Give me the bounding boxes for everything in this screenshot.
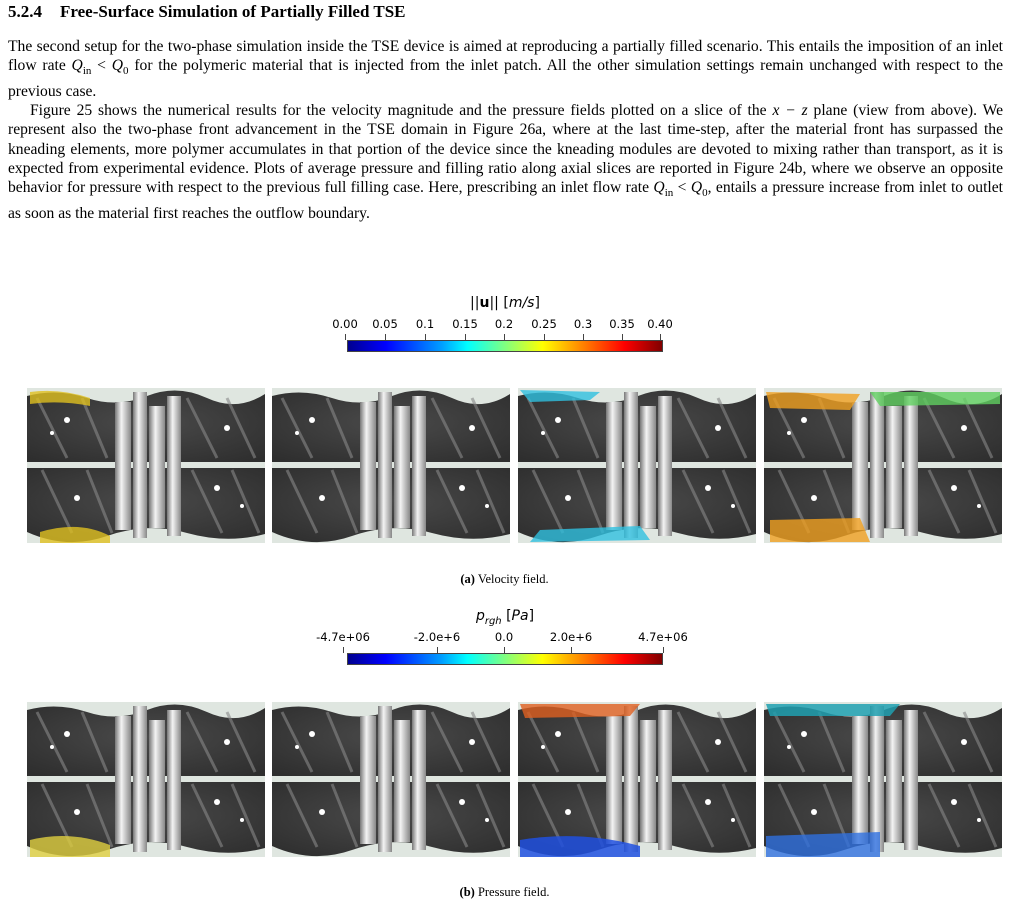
pressure-panels bbox=[25, 700, 1004, 859]
math-symbol: Q bbox=[71, 57, 83, 75]
colorbar-tick bbox=[504, 334, 505, 340]
colorbar-tick bbox=[345, 334, 346, 340]
body-text: The second setup for the two-phase simul… bbox=[8, 37, 1003, 223]
colorbar-tick bbox=[583, 334, 584, 340]
colorbar-tick bbox=[425, 334, 426, 340]
title-part: ] bbox=[528, 608, 535, 624]
colorbar-tick bbox=[343, 647, 344, 653]
colorbar-label: 0.3 bbox=[573, 317, 593, 331]
colorbar-tick bbox=[622, 334, 623, 340]
text-run: The second setup for the two-phase simul… bbox=[8, 38, 1003, 75]
text-run: , entails a pressure increase from inlet… bbox=[8, 179, 1004, 222]
math: Q0 bbox=[111, 57, 129, 78]
colorbar-label: 0.0 bbox=[494, 630, 514, 644]
simulation-image bbox=[516, 700, 758, 859]
caption-label: (b) bbox=[459, 885, 475, 899]
text-run: for the polymeric material that is injec… bbox=[8, 57, 1003, 100]
title-part: u bbox=[479, 295, 490, 311]
math-subscript: in bbox=[664, 187, 674, 200]
math-subscript: in bbox=[82, 65, 92, 78]
colorbar-tick bbox=[663, 647, 664, 653]
text-run: < bbox=[673, 179, 691, 197]
colorbar-label: 0.2 bbox=[494, 317, 514, 331]
math-subscript: 0 bbox=[702, 187, 708, 200]
title-part: p bbox=[475, 608, 485, 624]
title-part: [ bbox=[501, 608, 512, 624]
paragraph: Figure 25 shows the numerical results fo… bbox=[8, 101, 1003, 223]
colorbar-tick bbox=[544, 334, 545, 340]
colorbar-label: 0.05 bbox=[372, 317, 398, 331]
figure-caption: (a) Velocity field. bbox=[0, 572, 1009, 587]
simulation-image bbox=[270, 386, 512, 545]
math: Qin bbox=[653, 179, 674, 200]
text-run: < bbox=[91, 57, 112, 75]
colorbar-label: 2.0e+6 bbox=[549, 630, 593, 644]
simulation-image bbox=[762, 700, 1004, 859]
math-symbol: Q bbox=[690, 179, 703, 197]
simulation-image bbox=[25, 386, 267, 545]
section-heading: 5.2.4 Free-Surface Simulation of Partiall… bbox=[8, 2, 406, 22]
math: x − z bbox=[772, 102, 807, 119]
math: Q0 bbox=[690, 179, 708, 200]
colorbar-label: 4.7e+06 bbox=[638, 630, 688, 644]
colorbar-label: -2.0e+6 bbox=[413, 630, 461, 644]
math-subscript: 0 bbox=[123, 65, 129, 78]
title-part: m/s bbox=[508, 295, 535, 311]
section-number: 5.2.4 bbox=[8, 2, 42, 21]
colorbar-tick bbox=[571, 647, 572, 653]
figure-caption: (b) Pressure field. bbox=[0, 885, 1009, 900]
title-part: rgh bbox=[484, 615, 502, 627]
colorbar-title: prgh [Pa] bbox=[355, 608, 655, 627]
colorbar-tick bbox=[437, 647, 438, 653]
colorbar-label: 0.25 bbox=[531, 317, 557, 331]
colorbar-label: 0.35 bbox=[609, 317, 635, 331]
section-title: Free-Surface Simulation of Partially Fil… bbox=[60, 2, 406, 21]
title-part: || [ bbox=[489, 295, 509, 311]
title-part: || bbox=[470, 295, 480, 311]
colorbar-label: -4.7e+06 bbox=[316, 630, 370, 644]
title-part: Pa bbox=[511, 608, 529, 624]
simulation-image bbox=[25, 700, 267, 859]
colorbar bbox=[347, 340, 663, 352]
title-part: ] bbox=[534, 295, 540, 311]
colorbar-label: 0.00 bbox=[332, 317, 358, 331]
colorbar-tick bbox=[504, 647, 505, 653]
caption-label: (a) bbox=[460, 572, 475, 586]
colorbar-label: 0.15 bbox=[452, 317, 478, 331]
colorbar-tick bbox=[465, 334, 466, 340]
simulation-image bbox=[516, 386, 758, 545]
text-run: Figure 25 shows the numerical results fo… bbox=[30, 102, 773, 119]
colorbar bbox=[347, 653, 663, 665]
math-symbol: x − z bbox=[772, 102, 808, 119]
text-run: plane (view from above). We represent al… bbox=[8, 102, 1003, 197]
math: Qin bbox=[71, 57, 92, 78]
math-symbol: Q bbox=[111, 57, 124, 75]
colorbar-tick bbox=[660, 334, 661, 340]
colorbar-title: ||u|| [m/s] bbox=[355, 295, 655, 311]
velocity-panels bbox=[25, 386, 1004, 545]
colorbar-label: 0.1 bbox=[415, 317, 435, 331]
math-symbol: Q bbox=[653, 179, 665, 197]
simulation-image bbox=[270, 700, 512, 859]
colorbar-label: 0.40 bbox=[647, 317, 673, 331]
paragraph: The second setup for the two-phase simul… bbox=[8, 37, 1003, 101]
caption-text: Pressure field. bbox=[477, 885, 550, 899]
colorbar-tick bbox=[385, 334, 386, 340]
caption-text: Velocity field. bbox=[477, 572, 549, 586]
